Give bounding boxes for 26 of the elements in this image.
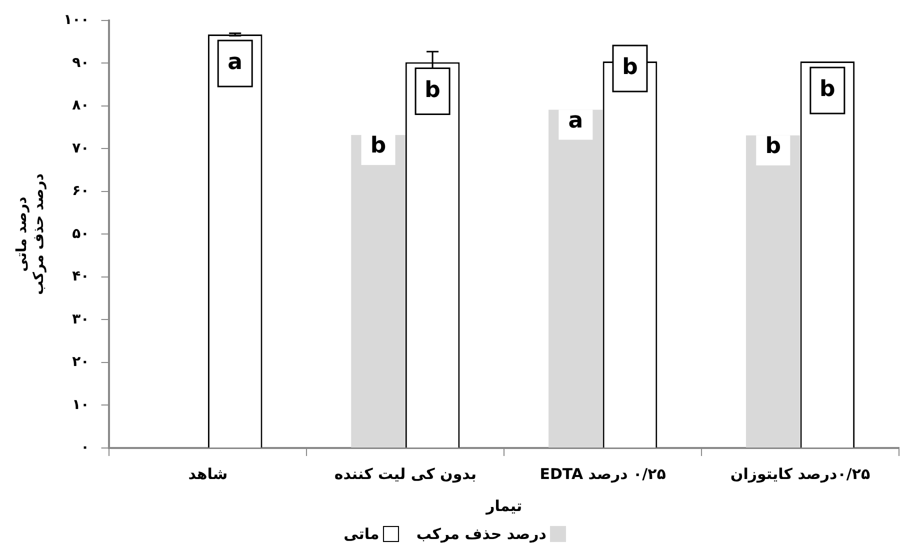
y-tick-label: ۴۰ xyxy=(72,268,90,285)
y-tick-label: ۸۰ xyxy=(72,98,90,114)
y-tick-label: ۶۰ xyxy=(72,183,90,200)
annotation: b xyxy=(424,78,440,104)
y-tick-label: ۷۰ xyxy=(72,140,90,156)
x-tick-label: ۰/۲۵درصد کایتوزان xyxy=(730,464,870,483)
y-tick-label: ۲۰ xyxy=(72,354,90,370)
x-tick-label: بدون کی لیت کننده xyxy=(334,464,476,483)
annotation: b xyxy=(765,134,782,160)
y-tick-label: ۳۰ xyxy=(72,311,90,328)
annotation: a xyxy=(228,50,243,76)
legend-label: درصد حذف مرکب xyxy=(416,525,546,543)
x-axis-title: تیمار xyxy=(485,496,522,515)
x-tick-label: ۰/۲۵ درصد EDTA xyxy=(540,464,666,483)
annotation: b xyxy=(820,77,836,102)
x-tick-label: شاهد xyxy=(188,464,228,483)
y-tick-label: ۹۰ xyxy=(72,54,90,71)
y-tick-label: ۱۰۰ xyxy=(64,12,90,28)
annotation: a xyxy=(568,108,584,134)
legend-label: ماتی xyxy=(344,525,380,543)
y-axis-title: درصد ماتی درصد حذف مرکب xyxy=(14,174,47,295)
annotation: b xyxy=(622,55,638,80)
y-tick-label: ۱۰ xyxy=(72,396,90,413)
annotation: b xyxy=(370,134,386,159)
y-tick-label: ۵۰ xyxy=(72,226,90,242)
y-tick-label: ۰ xyxy=(80,440,90,456)
